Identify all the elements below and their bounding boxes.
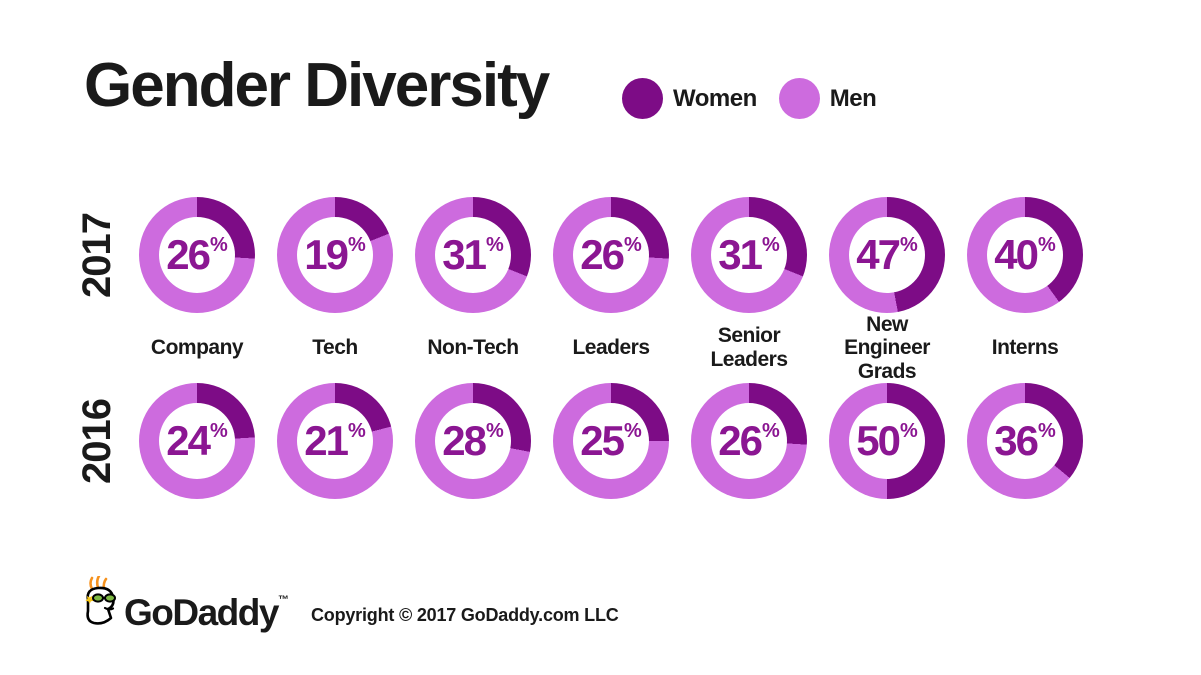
percent-sign: % [761, 233, 780, 256]
donut-2016-tech: 21% [277, 383, 393, 499]
women-color-swatch-icon [622, 78, 663, 119]
year-label-2016: 2016 [74, 398, 119, 484]
trademark-symbol: ™ [277, 593, 289, 606]
donut-2016-leaders: 25% [553, 383, 669, 499]
year-label-2017: 2017 [74, 212, 119, 298]
donut-value: 24 [166, 417, 211, 464]
donut-2016-new-engineer-grads: 50% [829, 383, 945, 499]
category-label-non-tech: Non-Tech [427, 336, 519, 360]
legend-item-men: Men [778, 78, 877, 119]
category-label-tech: Tech [312, 336, 358, 360]
donut-2017-company: 26% [139, 197, 255, 313]
legend-label-men: Men [829, 84, 877, 112]
percent-sign: % [347, 419, 366, 442]
men-color-swatch-icon [778, 78, 820, 119]
percent-sign: % [761, 419, 780, 442]
percent-sign: % [1037, 233, 1056, 256]
donut-value: 36 [994, 417, 1039, 464]
donut-value: 26 [166, 231, 211, 278]
copyright-text: Copyright © 2017 GoDaddy.com LLC [310, 604, 619, 625]
donut-value: 19 [304, 231, 349, 278]
donut-2016-senior-leaders: 26% [691, 383, 807, 499]
footer: GoDaddy ™ Copyright © 2017 GoDaddy.com L… [76, 576, 619, 636]
percent-sign: % [209, 233, 228, 256]
donut-2017-interns: 40% [967, 197, 1083, 313]
donut-value: 25 [580, 417, 625, 464]
percent-sign: % [623, 233, 642, 256]
donut-2016-company: 24% [139, 383, 255, 499]
legend-item-women: Women [622, 78, 757, 119]
percent-sign: % [347, 233, 366, 256]
donut-value: 40 [994, 231, 1039, 278]
percent-sign: % [209, 419, 228, 442]
donut-2017-non-tech: 31% [415, 197, 531, 313]
donut-value: 28 [442, 417, 487, 464]
donut-value: 47 [856, 231, 901, 278]
donut-value: 50 [856, 417, 901, 464]
percent-sign: % [485, 233, 504, 256]
donut-value: 21 [304, 417, 349, 464]
donut-value: 26 [580, 231, 625, 278]
donut-2017-leaders: 26% [553, 197, 669, 313]
percent-sign: % [899, 419, 918, 442]
godaddy-mascot-icon [85, 576, 116, 625]
donut-2016-non-tech: 28% [415, 383, 531, 499]
category-label-new-engineer-grads: New Engineer Grads [844, 312, 930, 383]
donut-2017-new-engineer-grads: 47% [829, 197, 945, 313]
category-label-senior-leaders: Senior Leaders [710, 324, 788, 371]
percent-sign: % [623, 419, 642, 442]
donut-value: 31 [718, 231, 763, 278]
percent-sign: % [1037, 419, 1056, 442]
donut-value: 31 [442, 231, 487, 278]
legend-label-women: Women [673, 84, 757, 112]
category-label-leaders: Leaders [572, 336, 650, 360]
donut-chart-grid: 2017 26% 19% 31% 26% 31% 47% 40% Company… [66, 197, 1094, 499]
chart-legend: Women Men [622, 78, 877, 119]
donut-2017-tech: 19% [277, 197, 393, 313]
godaddy-wordmark: GoDaddy ™ [124, 591, 289, 633]
donut-value: 26 [718, 417, 763, 464]
donut-2017-senior-leaders: 31% [691, 197, 807, 313]
percent-sign: % [899, 233, 918, 256]
page-title: Gender Diversity [84, 51, 550, 120]
donut-2016-interns: 36% [967, 383, 1083, 499]
category-label-company: Company [150, 336, 244, 360]
percent-sign: % [485, 419, 504, 442]
category-label-interns: Interns [991, 336, 1059, 360]
